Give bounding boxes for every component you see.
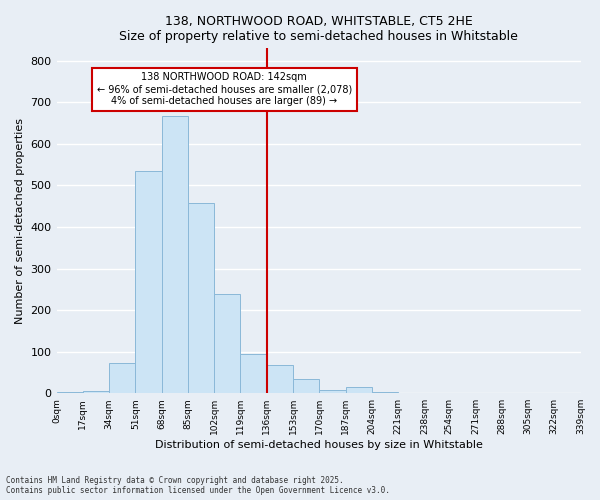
Bar xyxy=(109,364,136,393)
Text: 138 NORTHWOOD ROAD: 142sqm
← 96% of semi-detached houses are smaller (2,078)
4% : 138 NORTHWOOD ROAD: 142sqm ← 96% of semi… xyxy=(97,72,352,106)
Y-axis label: Number of semi-detached properties: Number of semi-detached properties xyxy=(15,118,25,324)
Bar xyxy=(136,171,161,393)
Bar xyxy=(372,392,398,393)
Bar xyxy=(161,116,188,393)
Text: Contains HM Land Registry data © Crown copyright and database right 2025.
Contai: Contains HM Land Registry data © Crown c… xyxy=(6,476,390,495)
Bar xyxy=(293,379,319,393)
Bar xyxy=(346,387,372,393)
Bar xyxy=(241,354,267,393)
Bar xyxy=(56,392,83,393)
Bar xyxy=(188,203,214,393)
Bar xyxy=(83,391,109,393)
X-axis label: Distribution of semi-detached houses by size in Whitstable: Distribution of semi-detached houses by … xyxy=(155,440,482,450)
Title: 138, NORTHWOOD ROAD, WHITSTABLE, CT5 2HE
Size of property relative to semi-detac: 138, NORTHWOOD ROAD, WHITSTABLE, CT5 2HE… xyxy=(119,15,518,43)
Bar xyxy=(319,390,346,393)
Bar xyxy=(214,294,241,393)
Bar xyxy=(267,366,293,393)
